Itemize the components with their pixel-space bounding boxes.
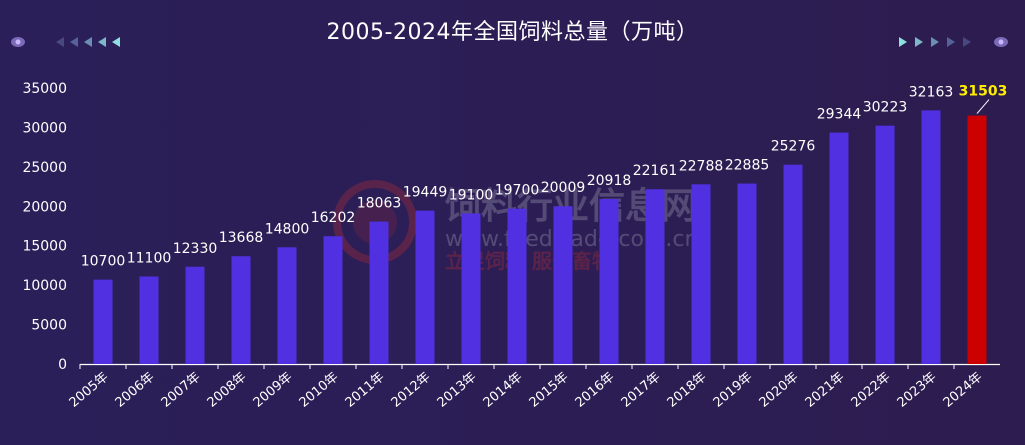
data-label: 14800 (265, 221, 310, 237)
x-tick-label: 2016年 (573, 370, 618, 411)
chart-title: 2005-2024年全国饲料总量（万吨） (326, 20, 699, 45)
bar (737, 183, 757, 364)
bar (829, 132, 849, 364)
bar (231, 256, 251, 364)
bar (553, 206, 573, 364)
x-tick-label: 2022年 (849, 370, 894, 411)
data-label: 13668 (219, 230, 264, 246)
data-label: 29344 (817, 107, 862, 123)
data-label: 19700 (495, 183, 540, 199)
x-tick-label: 2017年 (619, 370, 664, 411)
x-tick-label: 2020年 (757, 370, 802, 411)
bar (783, 164, 803, 364)
y-tick-label: 35000 (22, 81, 67, 97)
y-tick-label: 10000 (22, 278, 67, 294)
y-tick-label: 0 (58, 357, 67, 373)
data-label: 11100 (127, 250, 172, 266)
x-tick-label: 2009年 (251, 370, 296, 411)
bar (507, 208, 527, 364)
x-tick-label: 2008年 (205, 370, 250, 411)
bar (967, 115, 987, 364)
y-tick-label: 20000 (22, 199, 67, 215)
data-label: 30223 (863, 100, 908, 116)
left-arrow-decoration (11, 37, 120, 47)
x-tick-label: 2014年 (481, 370, 526, 411)
data-label: 20009 (541, 180, 586, 196)
x-tick-label: 2023年 (895, 370, 940, 411)
data-label: 20918 (587, 173, 632, 189)
data-label: 16202 (311, 210, 356, 226)
bar (185, 266, 205, 364)
data-label: 19449 (403, 185, 448, 201)
x-tick-label: 2015年 (527, 370, 572, 411)
data-label: 22885 (725, 158, 770, 174)
y-tick-label: 30000 (22, 120, 67, 136)
left-triangle-icon (56, 37, 64, 47)
left-triangle-icon (84, 37, 92, 47)
data-label: 31503 (959, 84, 1008, 100)
left-triangle-icon (70, 37, 78, 47)
y-tick-label: 15000 (22, 239, 67, 255)
right-arrow-decoration (899, 37, 1008, 47)
data-label: 25276 (771, 139, 816, 155)
y-tick-label: 5000 (31, 318, 67, 334)
y-tick-label: 25000 (22, 160, 67, 176)
x-tick-label: 2021年 (803, 370, 848, 411)
x-tick-label: 2010年 (297, 370, 342, 411)
x-tick-label: 2007年 (159, 370, 204, 411)
right-triangle-icon (931, 37, 939, 47)
bar (369, 221, 389, 364)
right-triangle-icon (899, 37, 907, 47)
data-label: 18063 (357, 196, 402, 212)
bar (415, 210, 435, 364)
x-tick-label: 2006年 (113, 370, 158, 411)
x-tick-label: 2011年 (343, 370, 388, 411)
x-tick-label: 2024年 (941, 370, 986, 411)
data-label: 10700 (81, 254, 126, 270)
data-label: 32163 (909, 84, 954, 100)
data-label: 22788 (679, 158, 724, 174)
right-triangle-icon (915, 37, 923, 47)
bar (599, 199, 619, 364)
data-label-leader (976, 99, 990, 114)
data-label: 12330 (173, 241, 218, 257)
data-label: 22161 (633, 163, 678, 179)
x-tick-label: 2019年 (711, 370, 756, 411)
bar (645, 189, 665, 364)
x-tick-label: 2018年 (665, 370, 710, 411)
right-triangle-icon (947, 37, 955, 47)
left-triangle-icon (98, 37, 106, 47)
bar (93, 279, 113, 364)
bar (139, 276, 159, 364)
bar (323, 236, 343, 364)
bar (875, 125, 895, 364)
x-tick-label: 2012年 (389, 370, 434, 411)
x-tick-label: 2013年 (435, 370, 480, 411)
bar (921, 110, 941, 365)
data-label: 19100 (449, 187, 494, 203)
left-triangle-icon (112, 37, 120, 47)
bar (277, 247, 297, 364)
right-triangle-icon (963, 37, 971, 47)
bar (691, 184, 711, 364)
bar (461, 213, 481, 364)
x-tick-label: 2005年 (67, 370, 112, 411)
